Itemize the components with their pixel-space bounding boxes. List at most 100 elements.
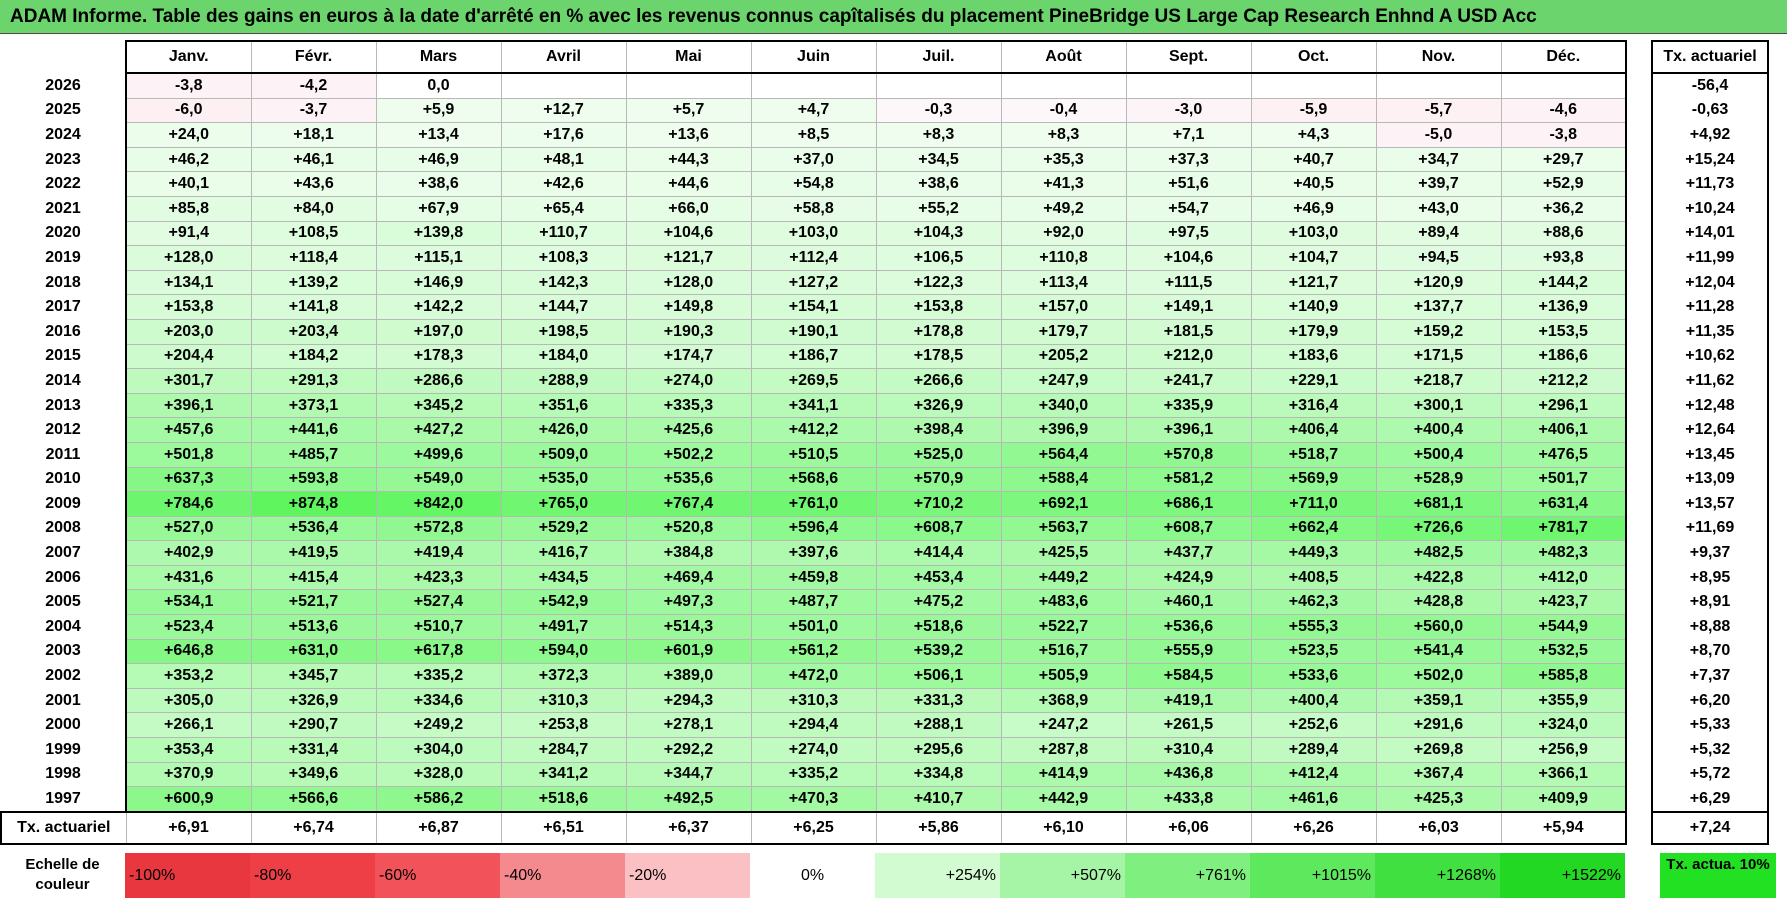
gain-cell: +310,3 (500, 687, 627, 714)
table-row: 2011 +501,8 +485,7 +499,6 +509,0 +502,2 +510,5… (1, 441, 1769, 468)
gain-cell: +66,0 (625, 195, 752, 222)
gap-cell (1626, 516, 1652, 541)
gain-cell: +449,3 (1250, 540, 1377, 566)
gain-cell: +726,6 (1375, 515, 1502, 542)
gain-cell: -3,8 (1500, 122, 1627, 148)
gain-cell: +118,4 (250, 245, 377, 271)
gap-cell (1626, 540, 1652, 566)
footer-rate-cell: +6,74 (250, 810, 376, 845)
gain-cell: +518,7 (1250, 441, 1377, 468)
footer-rate-cell: +6,51 (500, 810, 626, 845)
gain-cell: +400,4 (1250, 687, 1377, 714)
gain-cell: +426,0 (500, 417, 627, 443)
gain-cell: +8,3 (1000, 122, 1127, 148)
gain-cell: +38,6 (875, 171, 1002, 197)
gain-cell: +40,5 (1250, 171, 1377, 197)
gain-cell: +525,0 (875, 441, 1002, 468)
actuarial-rate-cell: +12,64 (1651, 417, 1769, 443)
gain-cell: +487,7 (750, 589, 877, 616)
gain-cell: +491,7 (500, 614, 627, 640)
gain-cell: +341,2 (500, 761, 627, 788)
gain-cell: +631,0 (250, 638, 377, 665)
gain-cell: +108,3 (500, 245, 627, 271)
gain-cell: +518,6 (500, 786, 627, 813)
gain-cell (1375, 72, 1502, 99)
color-scale-swatch: 0% (750, 853, 875, 898)
gain-cell: +424,9 (1125, 564, 1252, 591)
month-header: Nov. (1375, 40, 1501, 74)
gain-cell: +37,0 (750, 146, 877, 173)
gain-cell: +42,6 (500, 171, 627, 197)
gain-cell: +97,5 (1125, 220, 1252, 247)
gain-cell: +184,0 (500, 343, 627, 370)
gain-cell: +291,3 (250, 368, 377, 394)
gain-cell: +218,7 (1375, 368, 1502, 394)
gain-cell: +58,8 (750, 195, 877, 222)
gain-cell: +212,0 (1125, 343, 1252, 370)
gain-cell: +535,6 (625, 466, 752, 493)
gap-cell (1626, 688, 1652, 713)
actuarial-rate-cell: +10,24 (1651, 196, 1769, 222)
gain-cell: +842,0 (375, 491, 502, 517)
table-row: 2014 +301,7 +291,3 +286,6 +288,9 +274,0 +269,5… (1, 368, 1769, 394)
gain-cell: +482,5 (1375, 540, 1502, 566)
gap-cell (1626, 221, 1652, 246)
gain-cell: +128,0 (125, 245, 252, 271)
gain-cell: +501,0 (750, 614, 877, 640)
gain-cell: +229,1 (1250, 368, 1377, 394)
table-row: 2001 +305,0 +326,9 +334,6 +310,3 +294,3 +310,3… (1, 687, 1769, 714)
gain-cell: +144,7 (500, 294, 627, 320)
gain-cell: +44,3 (625, 146, 752, 173)
gains-table: Janv. Févr. Mars Avril Mai Juin Juil. Août Sept.… (0, 40, 1769, 845)
gain-cell: +523,5 (1250, 638, 1377, 665)
gain-cell: +523,4 (125, 614, 252, 640)
gain-cell: +203,0 (125, 318, 252, 345)
gain-cell: +596,4 (750, 515, 877, 542)
gain-cell: +500,4 (1375, 441, 1502, 468)
gain-cell: +415,4 (250, 564, 377, 591)
color-scale-swatch: -80% (250, 853, 375, 898)
gain-cell: +516,7 (1000, 638, 1127, 665)
gain-cell (1500, 72, 1627, 99)
gain-cell: +344,7 (625, 761, 752, 788)
gain-cell: +509,0 (500, 441, 627, 468)
year-cell: 2014 (1, 368, 127, 394)
gain-cell: +449,2 (1000, 564, 1127, 591)
table-row: 2006 +431,6 +415,4 +423,3 +434,5 +469,4 +459,8… (1, 564, 1769, 591)
gain-cell: +43,0 (1375, 195, 1502, 222)
gain-cell: +414,4 (875, 540, 1002, 566)
gain-cell: +5,9 (375, 97, 502, 124)
gain-cell: +459,8 (750, 564, 877, 591)
gain-cell: +396,9 (1000, 417, 1127, 443)
gain-cell: +406,1 (1500, 417, 1627, 443)
gain-cell: +44,6 (625, 171, 752, 197)
gain-cell: +428,8 (1375, 589, 1502, 616)
table-row: 2025 -6,0 -3,7 +5,9 +12,7 +5,7 +4,7 -0,3 -0,4 -3,… (1, 97, 1769, 124)
gain-cell: +423,7 (1500, 589, 1627, 616)
year-cell: 2016 (1, 319, 127, 345)
gain-cell: +781,7 (1500, 515, 1627, 542)
year-cell: 2002 (1, 663, 127, 689)
table-row: 1999 +353,4 +331,4 +304,0 +284,7 +292,2 +274,0… (1, 737, 1769, 763)
gain-cell: +608,7 (875, 515, 1002, 542)
color-scale-swatch: +1522% (1500, 853, 1625, 898)
gain-cell: +419,5 (250, 540, 377, 566)
gain-cell: +341,1 (750, 392, 877, 419)
year-cell: 2000 (1, 712, 127, 738)
year-cell: 2025 (1, 98, 127, 123)
footer-rate-cell: +6,87 (375, 810, 501, 845)
actuarial-rate-cell: +5,72 (1651, 762, 1769, 787)
gain-cell: +335,2 (375, 663, 502, 689)
gain-cell: +253,8 (500, 712, 627, 739)
gain-cell: +46,9 (375, 146, 502, 173)
gain-cell: +149,1 (1125, 294, 1252, 320)
gain-cell: +284,7 (500, 737, 627, 763)
gain-cell: +442,9 (1000, 786, 1127, 813)
actuarial-rate-cell: +11,99 (1651, 245, 1769, 271)
gain-cell: +197,0 (375, 318, 502, 345)
gain-cell: +52,9 (1500, 171, 1627, 197)
gain-cell: +419,4 (375, 540, 502, 566)
gain-cell: +149,8 (625, 294, 752, 320)
gain-cell: +55,2 (875, 195, 1002, 222)
gain-cell: +304,0 (375, 737, 502, 763)
